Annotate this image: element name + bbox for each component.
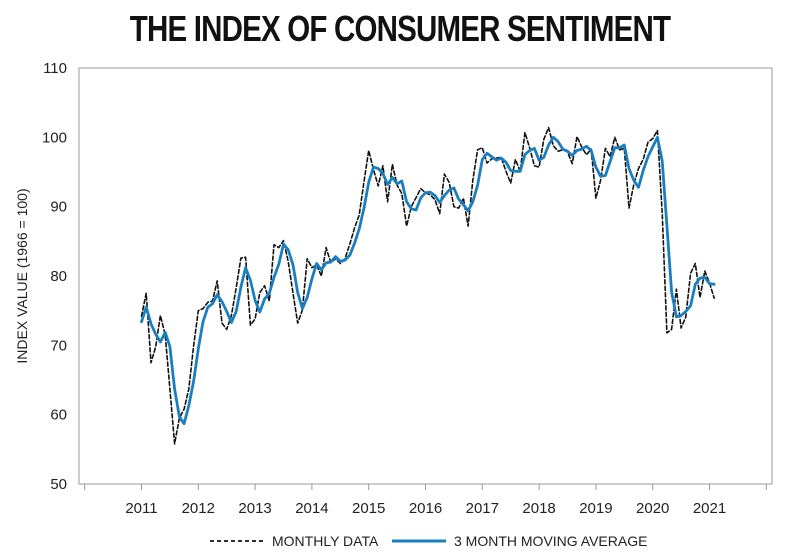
y-axis-tick-labels: 50 60 70 80 90 100 110 <box>42 60 67 493</box>
y-tick-label: 70 <box>50 337 67 354</box>
x-tick-label: 2014 <box>295 500 328 517</box>
y-tick-label: 110 <box>43 60 67 77</box>
x-axis-tick-labels: 2011 2012 2013 2014 2015 2016 2017 2018 2019 2020… <box>125 500 726 517</box>
x-axis-ticks <box>84 484 767 490</box>
y-tick-label: 80 <box>50 268 67 285</box>
x-tick-label: 2015 <box>352 500 385 517</box>
x-tick-label: 2011 <box>125 500 157 517</box>
chart-title: THE INDEX OF CONSUMER SENTIMENT <box>129 8 671 49</box>
x-tick-label: 2019 <box>579 500 612 517</box>
legend-label-monthly-data: MONTHLY DATA <box>272 533 379 549</box>
y-axis-title: INDEX VALUE (1966 = 100) <box>14 188 30 363</box>
x-tick-label: 2012 <box>182 500 215 517</box>
legend: MONTHLY DATA 3 MONTH MOVING AVERAGE <box>210 533 647 549</box>
series-group <box>140 126 716 445</box>
y-tick-label: 60 <box>50 407 67 424</box>
x-tick-label: 2017 <box>466 500 499 517</box>
x-tick-label: 2016 <box>409 500 442 517</box>
x-tick-label: 2013 <box>238 500 271 517</box>
x-tick-label: 2021 <box>693 500 726 517</box>
x-tick-label: 2020 <box>636 500 669 517</box>
y-tick-label: 100 <box>42 129 67 146</box>
x-tick-label: 2018 <box>522 500 555 517</box>
y-tick-label: 50 <box>50 476 67 493</box>
y-tick-label: 90 <box>50 199 67 216</box>
legend-label-moving-average: 3 MONTH MOVING AVERAGE <box>454 533 647 549</box>
series-line-moving-average <box>140 135 716 426</box>
